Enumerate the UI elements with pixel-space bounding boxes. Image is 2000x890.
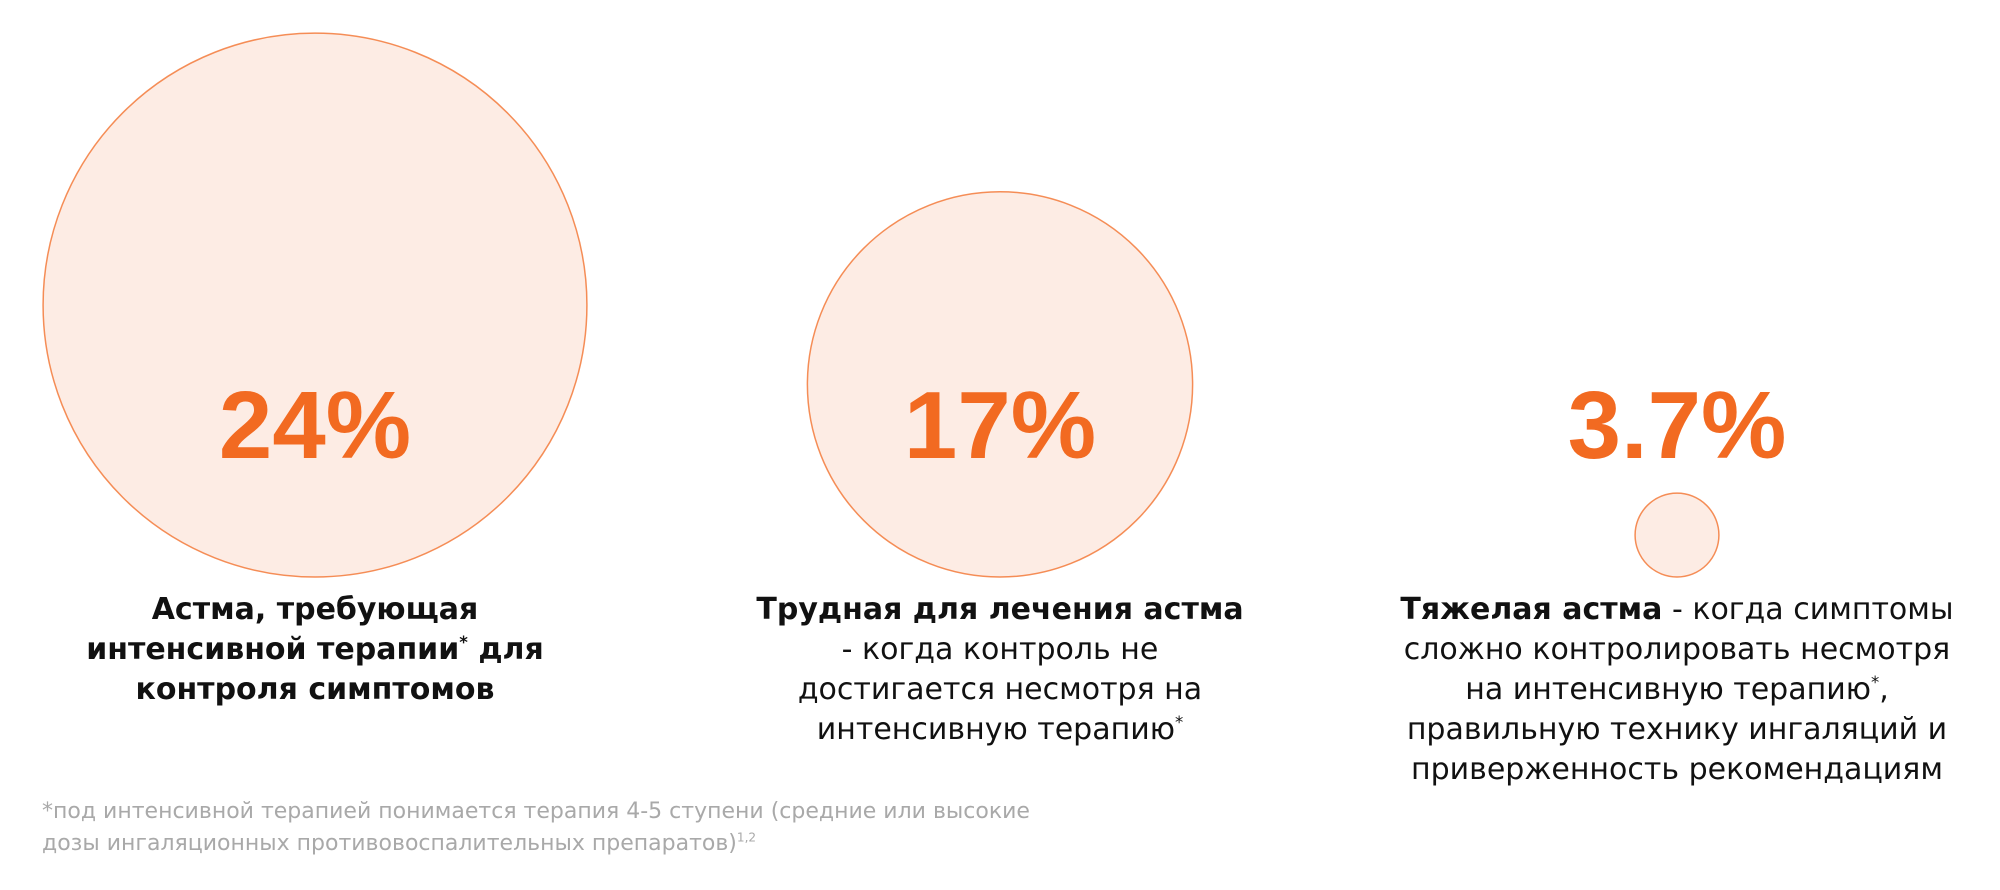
proportion-circle xyxy=(42,32,588,578)
footnote: *под интенсивной терапией понимается тер… xyxy=(42,796,1042,860)
text-run: Тяжелая астма xyxy=(1400,592,1663,627)
description: Трудная для лечения астма - когда контро… xyxy=(750,590,1250,750)
superscript: * xyxy=(1870,673,1880,692)
text-run: - когда контроль не достигается несмотря… xyxy=(797,632,1203,747)
text-run: для контроля симптомов xyxy=(135,632,544,707)
proportion-circle xyxy=(806,191,1194,578)
proportion-circle xyxy=(1634,492,1720,578)
superscript: 1,2 xyxy=(736,830,757,845)
superscript: * xyxy=(459,633,468,652)
description: Астма, требующая интенсивной терапии* дл… xyxy=(75,590,555,710)
superscript: * xyxy=(1174,713,1184,732)
text-run: - когда симптомы сложно контролировать н… xyxy=(1403,592,1954,707)
text-run: Астма, требующая интенсивной терапии xyxy=(86,592,479,667)
percent-label: 3.7% xyxy=(1568,372,1787,479)
percent-label: 17% xyxy=(904,372,1096,479)
text-run: Трудная для лечения астма xyxy=(756,592,1244,627)
text-run: *под интенсивной терапией понимается тер… xyxy=(42,799,1030,856)
text-run: , правильную технику ингаляций и приверж… xyxy=(1406,672,1948,787)
percent-label: 24% xyxy=(219,372,411,479)
description: Тяжелая астма - когда симптомы сложно ко… xyxy=(1392,590,1962,790)
